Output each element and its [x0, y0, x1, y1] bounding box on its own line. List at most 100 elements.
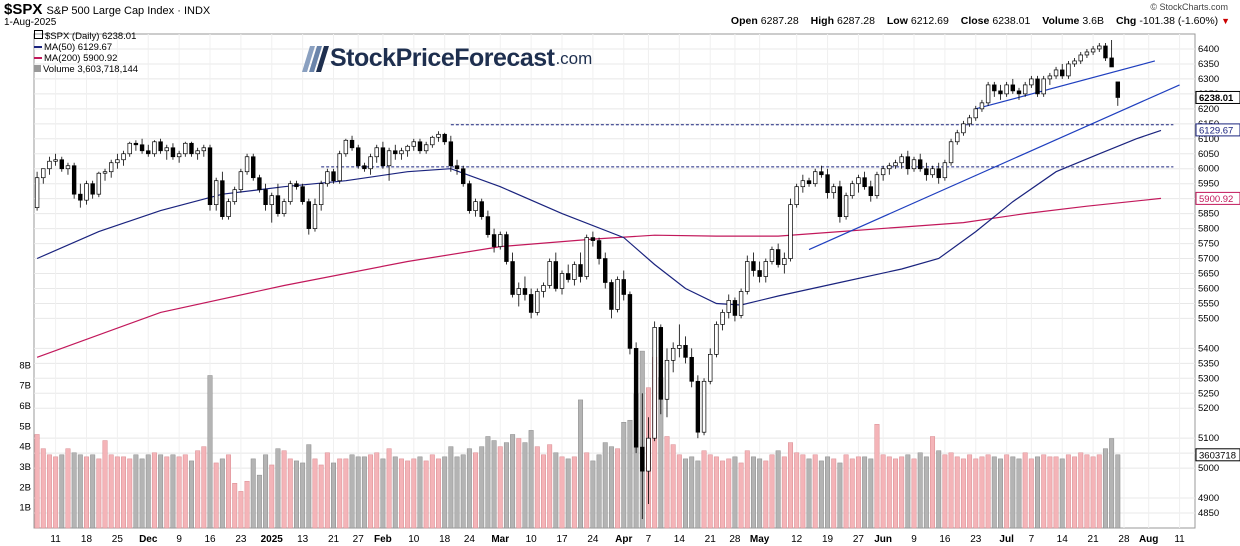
price-tick-label: 5600	[1198, 283, 1219, 294]
volume-bar	[306, 444, 312, 529]
candle-body	[609, 282, 614, 310]
time-tick-label: 10	[408, 534, 420, 545]
volume-bar	[275, 448, 281, 529]
candle-body	[201, 147, 207, 152]
volume-bar	[763, 460, 769, 529]
candle-body	[1115, 81, 1121, 98]
candle-body	[714, 324, 719, 355]
time-tick-label: 9	[176, 534, 182, 545]
volume-bar	[102, 440, 108, 529]
candle-body	[1090, 48, 1096, 53]
candle-body	[158, 141, 163, 152]
volume-bar	[448, 446, 454, 529]
logo-domain: .com	[555, 48, 593, 68]
volume-bar	[1035, 456, 1040, 529]
volume-bar	[201, 446, 207, 529]
volume-bar	[744, 450, 750, 529]
volume-bar	[664, 436, 670, 529]
candle-body	[436, 133, 441, 138]
volume-bar	[565, 458, 571, 529]
volume-bar	[608, 446, 614, 529]
volume-tick-label: 2B	[19, 482, 31, 493]
volume-bar	[1090, 456, 1096, 529]
candle-body	[96, 172, 102, 195]
trend-line	[975, 60, 1156, 110]
candle-body	[590, 237, 596, 241]
price-tick-label: 5500	[1198, 313, 1219, 324]
volume-bar	[71, 452, 77, 529]
candle-body	[992, 84, 997, 92]
time-tick-label: 28	[1118, 534, 1130, 545]
candle-body	[942, 162, 948, 179]
volume-bar	[528, 430, 534, 529]
volume-bar	[775, 450, 781, 529]
volume-bar	[436, 458, 441, 529]
time-tick-label: 13	[297, 534, 309, 545]
time-tick-label: 14	[1057, 534, 1069, 545]
volume-bar	[788, 442, 793, 529]
candle-body	[905, 156, 911, 170]
volume-bar	[960, 458, 966, 529]
volume-bar	[602, 442, 608, 529]
candle-body	[380, 147, 386, 167]
volume-bar	[90, 454, 96, 529]
volume-bar	[868, 458, 874, 529]
time-tick-label: 9	[911, 534, 917, 545]
price-tick-label: 6000	[1198, 164, 1219, 175]
volume-bar	[442, 456, 448, 529]
credit: © StockCharts.com	[1150, 2, 1228, 12]
volume-bar	[380, 458, 386, 529]
volume-bar	[151, 452, 157, 529]
last-value-tag	[1195, 191, 1240, 205]
volume-bar	[1016, 458, 1022, 529]
volume-tick-label: 6B	[19, 401, 31, 412]
candle-body	[386, 150, 392, 167]
candle-body	[973, 108, 978, 119]
candle-body	[559, 273, 565, 289]
candle-body	[108, 162, 114, 173]
candle-body	[251, 156, 256, 179]
volume-bar	[732, 456, 738, 529]
legend-ma50: MA(50) 6129.67	[34, 42, 138, 53]
candle-body	[71, 165, 77, 195]
volume-bar	[40, 448, 46, 529]
candle-body	[318, 183, 324, 206]
candle-body	[176, 153, 182, 158]
volume-bar	[769, 454, 775, 529]
candle-body	[281, 201, 287, 214]
volume-bar	[942, 454, 948, 529]
price-tick-label: 5950	[1198, 179, 1219, 190]
watermark-logo: StockPriceForecast .com	[300, 44, 592, 73]
volume-bar	[584, 452, 590, 529]
logo-text: StockPriceForecast	[330, 44, 555, 72]
candle-body	[547, 261, 552, 286]
price-tick-label: 6350	[1198, 59, 1219, 70]
price-tick-label: 5750	[1198, 239, 1219, 250]
candle-body	[603, 258, 608, 283]
candle-body	[1010, 84, 1016, 92]
time-tick-label: 28	[729, 534, 741, 545]
volume-bar	[831, 458, 837, 529]
candle-body	[102, 171, 108, 174]
volume-bar	[454, 456, 460, 529]
volume-bar	[559, 456, 565, 529]
open-value: 6287.28	[760, 15, 799, 27]
volume-bar	[287, 458, 293, 529]
candle-body	[979, 102, 985, 110]
volume-bar	[1115, 454, 1121, 529]
candle-body	[226, 201, 231, 217]
volume-bar	[806, 458, 812, 529]
volume-bar	[1102, 448, 1108, 529]
candle-body	[967, 117, 972, 125]
time-tick-label: 24	[587, 534, 599, 545]
volume-bar	[189, 460, 194, 529]
volume-bar	[1022, 452, 1028, 529]
candle-body	[263, 189, 268, 206]
volume-bar	[361, 456, 367, 529]
candle-body	[417, 141, 423, 152]
candle-body	[90, 183, 95, 195]
price-tick-label: 5350	[1198, 358, 1219, 369]
volume-bar	[65, 448, 71, 529]
volume-bar	[355, 456, 361, 529]
